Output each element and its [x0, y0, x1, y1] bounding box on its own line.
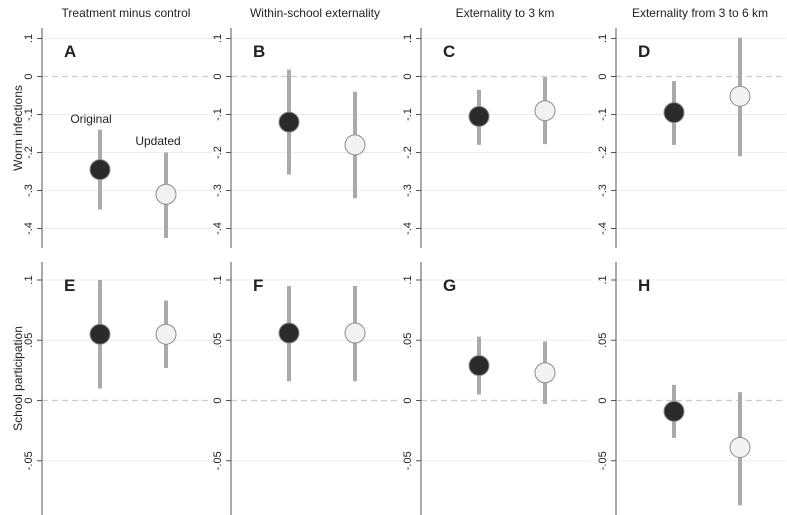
original-estimate-point [468, 105, 490, 127]
y-tick-label: .1 [597, 275, 609, 284]
y-tick-label: .05 [402, 333, 414, 348]
panel-letter: G [443, 276, 456, 295]
y-tick-label: -.2 [597, 146, 609, 159]
y-tick-label: .05 [212, 333, 224, 348]
panel-letter: B [253, 42, 265, 61]
updated-estimate-point [729, 85, 751, 107]
y-tick-label: .1 [212, 34, 224, 43]
y-tick-label: 0 [23, 397, 35, 403]
updated-estimate-point [344, 134, 366, 156]
original-estimate-point [278, 322, 300, 344]
y-tick-label: -.1 [212, 108, 224, 121]
y-tick-label: -.3 [597, 184, 609, 197]
y-tick-label: -.4 [212, 222, 224, 235]
panel-letter: H [638, 276, 650, 295]
updated-estimate-point [534, 100, 556, 122]
y-tick-label: -.1 [597, 108, 609, 121]
y-tick-label: -.1 [402, 108, 414, 121]
y-tick-label: -.05 [402, 451, 414, 470]
column-title: Externality to 3 km [456, 6, 555, 20]
y-tick-label: -.05 [23, 451, 35, 470]
updated-annotation: Updated [135, 134, 180, 148]
updated-estimate-point [534, 362, 556, 384]
y-tick-label: .05 [597, 333, 609, 348]
original-estimate-point [89, 323, 111, 345]
y-tick-label: -.4 [402, 222, 414, 235]
updated-estimate-point [155, 183, 177, 205]
y-tick-label: .1 [402, 34, 414, 43]
original-estimate-point [663, 102, 685, 124]
y-tick-label: -.2 [212, 146, 224, 159]
column-title: Within-school externality [250, 6, 380, 20]
y-tick-label: .1 [212, 275, 224, 284]
y-tick-label: .1 [402, 275, 414, 284]
y-tick-label: -.4 [23, 222, 35, 235]
original-estimate-point [468, 355, 490, 377]
y-tick-label: -.4 [597, 222, 609, 235]
y-tick-label: -.3 [212, 184, 224, 197]
updated-estimate-point [729, 436, 751, 458]
y-tick-label: 0 [23, 73, 35, 79]
panel-letter: C [443, 42, 455, 61]
y-tick-label: -.2 [23, 146, 35, 159]
y-axis-label: Worm infections [11, 85, 25, 171]
y-tick-label: -.1 [23, 108, 35, 121]
y-tick-label: 0 [597, 397, 609, 403]
original-annotation: Original [70, 112, 111, 126]
y-tick-label: .1 [597, 34, 609, 43]
original-estimate-point [278, 111, 300, 133]
updated-estimate-point [155, 323, 177, 345]
panel-letter: E [64, 276, 75, 295]
y-tick-label: 0 [597, 73, 609, 79]
y-tick-label: -.3 [23, 184, 35, 197]
panel-letter: D [638, 42, 650, 61]
column-title: Externality from 3 to 6 km [632, 6, 768, 20]
y-tick-label: -.2 [402, 146, 414, 159]
y-tick-label: 0 [402, 397, 414, 403]
y-tick-label: .1 [23, 275, 35, 284]
original-estimate-point [89, 159, 111, 181]
y-tick-label: -.05 [597, 451, 609, 470]
y-tick-label: -.05 [212, 451, 224, 470]
y-tick-label: 0 [212, 397, 224, 403]
panel-letter: A [64, 42, 76, 61]
column-title: Treatment minus control [62, 6, 191, 20]
y-tick-label: .1 [23, 34, 35, 43]
y-tick-label: 0 [402, 73, 414, 79]
original-estimate-point [663, 400, 685, 422]
y-tick-label: 0 [212, 73, 224, 79]
y-axis-label: School participation [11, 326, 25, 431]
y-tick-label: -.3 [402, 184, 414, 197]
panel-letter: F [253, 276, 263, 295]
updated-estimate-point [344, 322, 366, 344]
y-tick-label: .05 [23, 333, 35, 348]
